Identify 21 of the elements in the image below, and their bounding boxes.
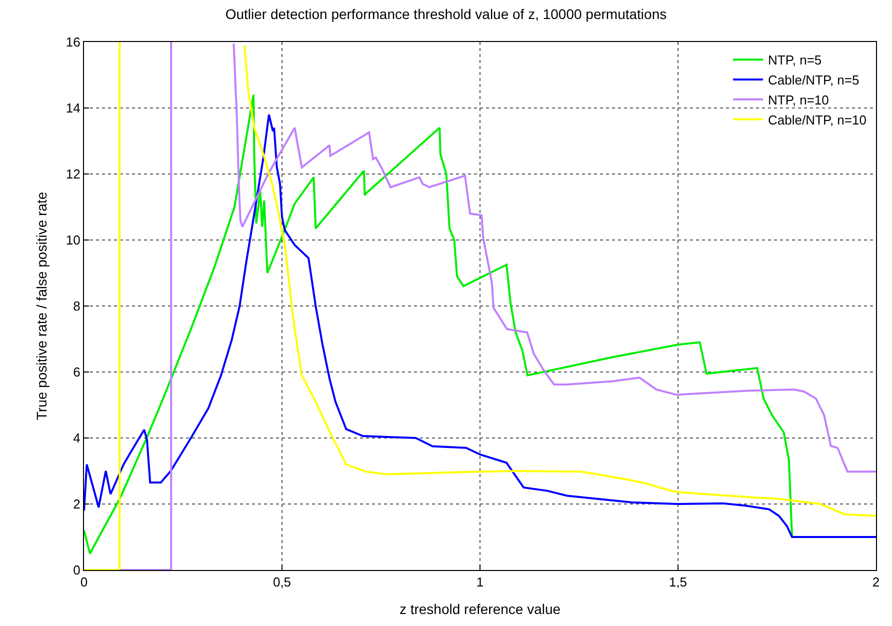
y-tick-label: 2 — [73, 496, 80, 512]
y-tick-label: 12 — [66, 166, 80, 182]
x-tick-label: 1,5 — [668, 574, 688, 590]
legend-label: NTP, n=5 — [768, 52, 822, 68]
legend-label: NTP, n=10 — [768, 92, 829, 108]
y-tick-label: 16 — [66, 34, 80, 50]
y-tick-label: 6 — [73, 364, 80, 380]
x-tick-label: 2 — [872, 574, 880, 590]
y-tick-label: 14 — [66, 100, 80, 116]
y-tick-label: 4 — [73, 430, 80, 446]
y-tick-label: 0 — [73, 562, 80, 578]
y-axis-title: True positive rate / false positive rate — [34, 192, 50, 420]
y-tick-label: 10 — [66, 232, 80, 248]
line-series — [84, 114, 876, 538]
x-axis-title: z treshold reference value — [399, 600, 561, 617]
legend-label: Cable/NTP, n=10 — [768, 112, 866, 128]
legend-label: Cable/NTP, n=5 — [768, 72, 860, 88]
x-tick-label: 0,5 — [272, 574, 292, 590]
y-tick-label: 8 — [73, 298, 80, 314]
chart-title: Outlier detection performance threshold value of z, 10000 permutations — [225, 6, 667, 22]
x-tick-label: 1 — [476, 574, 484, 590]
